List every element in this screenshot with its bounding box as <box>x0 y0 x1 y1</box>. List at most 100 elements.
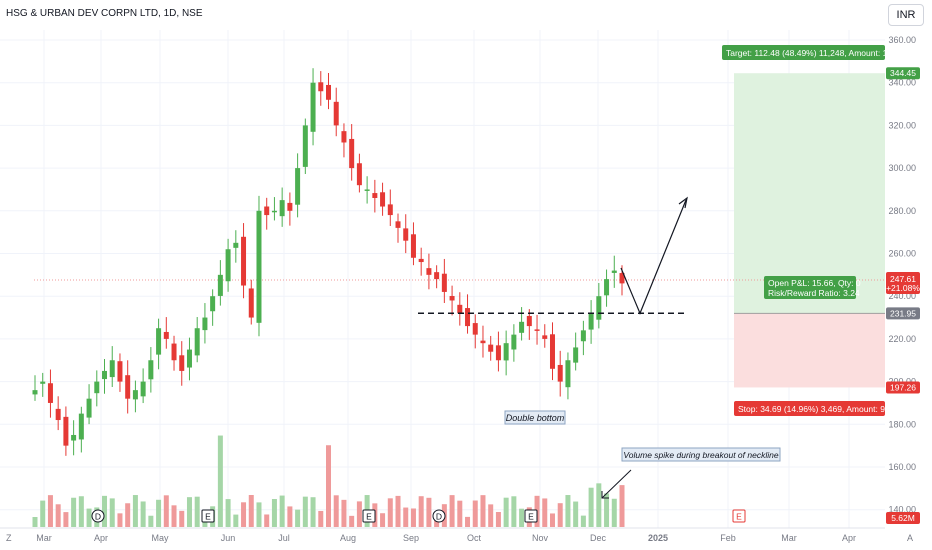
volume-spike-arrowhead <box>601 491 609 499</box>
volume-bar <box>132 495 138 527</box>
candlesticks <box>32 68 625 456</box>
time-tick-label: 2025 <box>648 533 668 543</box>
candle-body <box>40 381 46 384</box>
candle-body <box>233 242 239 248</box>
volume-bar <box>241 502 247 527</box>
price-tick-label: 320.00 <box>888 120 916 130</box>
price-tick-label: 140.00 <box>888 505 916 515</box>
volume-bar <box>310 497 316 527</box>
target-info-text: Target: 112.48 (48.49%) 11,248, Amount: … <box>726 48 906 58</box>
volume-bar <box>140 501 146 527</box>
candle-body <box>542 335 548 339</box>
target-price-tag-label: 344.45 <box>890 68 916 78</box>
volume-bar <box>63 512 69 527</box>
volume-bar <box>457 500 463 527</box>
volume-bar <box>596 483 602 527</box>
time-tick-label: Apr <box>842 533 856 543</box>
candle-body <box>217 274 223 296</box>
candle-body <box>47 383 53 403</box>
volume-bar <box>295 509 301 527</box>
candle-body <box>619 273 625 284</box>
volume-bar <box>588 487 594 527</box>
candle-body <box>326 84 331 100</box>
stop-zone <box>734 313 885 388</box>
volume-bar <box>217 435 223 527</box>
candle-body <box>94 381 100 394</box>
volume-bar <box>71 497 77 527</box>
current-price-tag <box>886 271 920 294</box>
stop-price-tag-label: 197.26 <box>890 382 916 392</box>
volume-bar <box>356 501 362 527</box>
volume-spike-label: Volume spike during breakout of neckline <box>623 450 778 460</box>
volume-bar <box>171 505 177 527</box>
pnl-info-box <box>764 276 856 299</box>
candle-body <box>171 343 177 361</box>
volume-bar <box>495 511 501 527</box>
candle-body <box>71 434 77 441</box>
candle-body <box>472 323 478 335</box>
price-tick-label: 260.00 <box>888 249 916 259</box>
event-marker-label: E <box>528 512 534 522</box>
candle-body <box>287 202 293 211</box>
earnings-marker <box>732 509 746 523</box>
time-axis: Mar Apr May Jun Jul Aug Sep Oct Nov Dec 2025 Feb Mar… <box>0 527 913 543</box>
chart-drawings: Double bottom Volume spike during breakou… <box>91 45 906 523</box>
candle-body <box>63 416 69 446</box>
candle-body <box>210 296 216 312</box>
volume-bar <box>341 499 347 527</box>
candle-body <box>465 308 471 327</box>
volume-bar <box>349 515 355 527</box>
time-tick-label: Feb <box>720 533 736 543</box>
target-zone <box>734 73 885 314</box>
target-price-tag <box>886 67 920 80</box>
entry-price-tag-label: 231.95 <box>890 308 916 318</box>
candle-body <box>557 364 563 382</box>
candle-body <box>565 360 571 388</box>
candle-body <box>611 270 617 273</box>
candle-body <box>526 315 532 327</box>
volume-bar <box>519 508 525 527</box>
candle-body <box>86 398 92 418</box>
current-change-label: +21.08% <box>886 283 920 293</box>
event-marker-label: D <box>95 512 101 522</box>
price-tick-label: 360.00 <box>888 35 916 45</box>
time-tick-label: Sep <box>403 533 419 543</box>
volume-bar <box>125 503 131 527</box>
candle-body <box>302 125 308 167</box>
volume-bar <box>117 513 123 527</box>
volume-bar <box>449 495 455 527</box>
candle-body <box>549 334 555 369</box>
volume-value-tag-label: 5.62M <box>891 513 915 523</box>
candle-body <box>441 273 447 292</box>
candle-body <box>225 249 231 282</box>
volume-bar <box>148 515 154 527</box>
projection-arrowhead <box>678 196 688 209</box>
candle-body <box>380 192 386 207</box>
candle-body <box>410 234 416 258</box>
candle-body <box>356 163 362 186</box>
event-marker-label: E <box>736 512 742 522</box>
target-info-box <box>722 45 885 60</box>
double-bottom-label: Double bottom <box>506 413 565 423</box>
volume-bar <box>488 504 494 527</box>
candle-body <box>264 206 270 216</box>
volume-bar <box>465 516 471 527</box>
candle-body <box>604 279 610 296</box>
candle-body <box>295 168 301 205</box>
candle-body <box>495 345 501 361</box>
currency-button[interactable]: INR <box>888 4 924 26</box>
volume-bar <box>264 514 270 527</box>
volume-bar <box>503 497 509 527</box>
volume-bar <box>102 495 108 527</box>
volume-bar <box>287 506 293 527</box>
price-tick-label: 220.00 <box>888 334 916 344</box>
entry-price-tag <box>886 307 920 320</box>
candle-body <box>333 101 339 126</box>
volume-bar <box>279 495 285 527</box>
volume-bar <box>156 499 162 527</box>
volume-bar <box>580 515 586 527</box>
time-tick-label: Mar <box>36 533 52 543</box>
volume-bar <box>40 500 46 527</box>
volume-bar <box>333 495 339 527</box>
